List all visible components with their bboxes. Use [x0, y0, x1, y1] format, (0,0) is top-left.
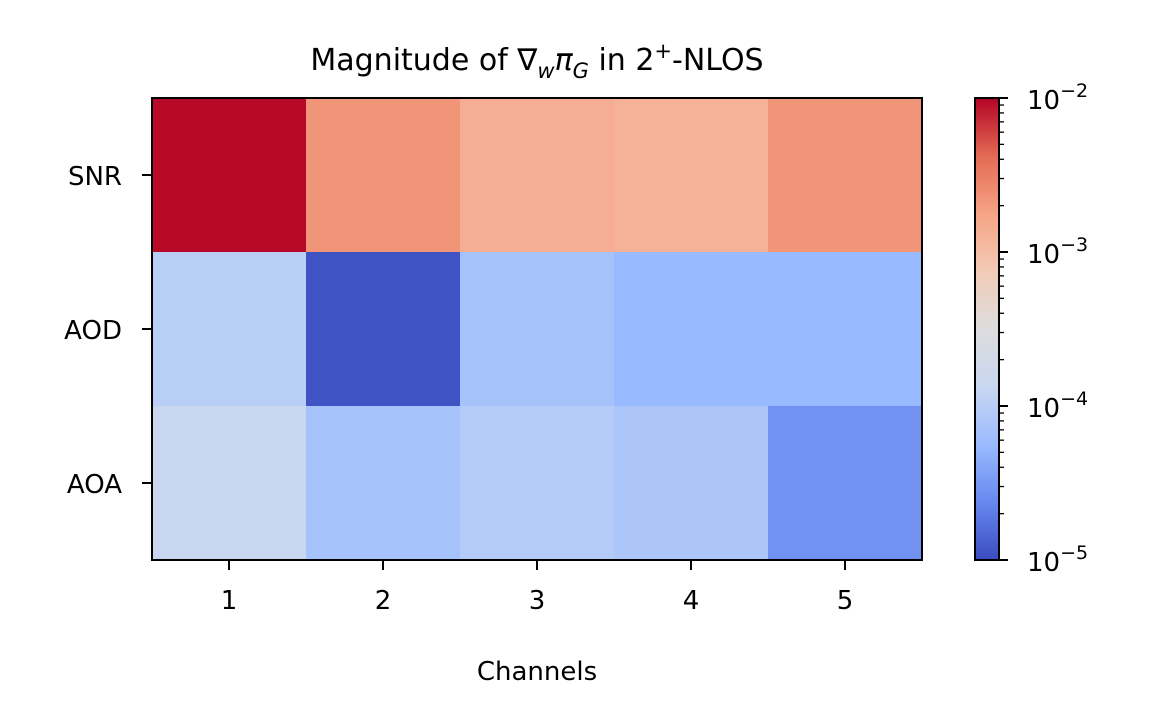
heatmap-cell-snr-5 — [768, 98, 923, 253]
colorbar-tick-label: 10−5 — [1027, 542, 1088, 578]
heatmap-cell-aod-4 — [614, 252, 769, 407]
x-tick-label: 2 — [375, 586, 392, 616]
title-pi: π — [555, 43, 574, 78]
x-tick-label: 3 — [529, 586, 546, 616]
y-axis-ticks: SNR AOD AOA — [64, 162, 152, 500]
colorbar — [975, 98, 999, 560]
heatmap-cell-aod-5 — [768, 252, 923, 407]
colorbar-ticks: 10−2 10−3 10−4 10−5 — [999, 80, 1088, 578]
chart-title: Magnitude of ∇wπG in 2+-NLOS — [310, 39, 763, 83]
y-tick-label: AOD — [64, 316, 122, 346]
title-w-subscript: w — [537, 59, 555, 83]
x-axis-label: Channels — [477, 657, 597, 687]
heatmap-cell-aod-2 — [306, 252, 461, 407]
colorbar-tick-label: 10−4 — [1027, 388, 1088, 424]
colorbar-tick-label: 10−2 — [1027, 80, 1088, 116]
heatmap-cell-snr-2 — [306, 98, 461, 253]
heatmap-cell-aod-1 — [152, 252, 307, 407]
colorbar-frame — [974, 97, 1000, 561]
x-axis-ticks: 1 2 3 4 5 — [221, 560, 854, 616]
heatmap-cell-snr-4 — [614, 98, 769, 253]
title-middle: in 2 — [589, 43, 655, 78]
x-tick-label: 1 — [221, 586, 238, 616]
title-g-subscript: G — [573, 59, 589, 83]
heatmap-cell-aoa-4 — [614, 406, 769, 561]
title-prefix: Magnitude of ∇ — [310, 43, 538, 78]
heatmap-cell-snr-1 — [152, 98, 307, 253]
heatmap-cell-aoa-5 — [768, 406, 923, 561]
x-tick-label: 5 — [837, 586, 854, 616]
y-tick-label: SNR — [68, 162, 122, 192]
title-suffix: -NLOS — [672, 43, 764, 78]
heatmap-cells — [152, 98, 923, 561]
heatmap-cell-aoa-2 — [306, 406, 461, 561]
heatmap-cell-aoa-3 — [460, 406, 615, 561]
heatmap-cell-aoa-1 — [152, 406, 307, 561]
title-superscript: + — [654, 39, 672, 63]
heatmap-cell-aod-3 — [460, 252, 615, 407]
colorbar-tick-label: 10−3 — [1027, 234, 1088, 270]
heatmap-cell-snr-3 — [460, 98, 615, 253]
x-tick-label: 4 — [683, 586, 700, 616]
y-tick-label: AOA — [67, 470, 122, 500]
